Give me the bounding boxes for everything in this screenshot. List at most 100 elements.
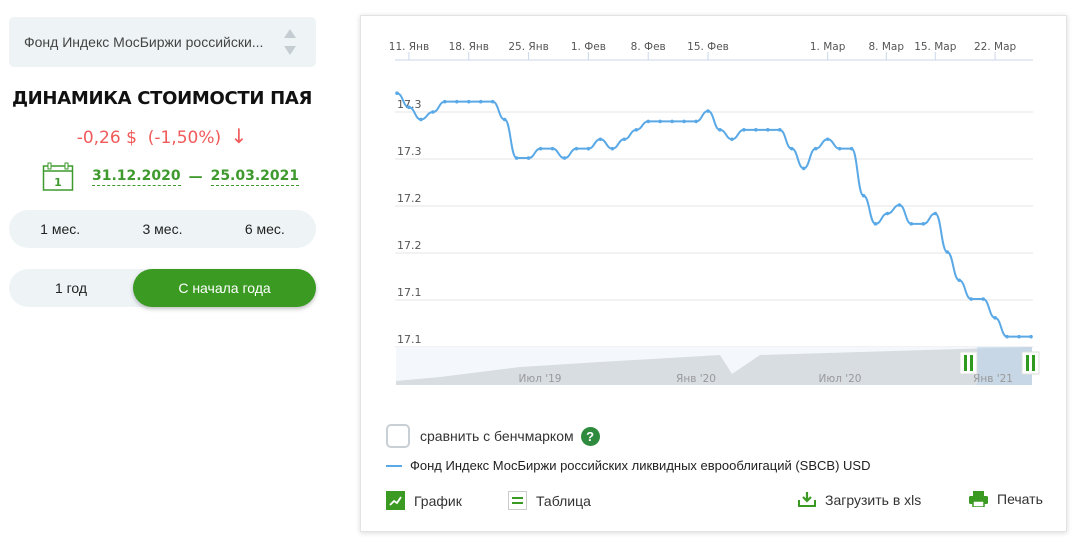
x-tick-label: 15. Мар — [914, 41, 957, 53]
data-point — [514, 156, 519, 160]
data-point — [837, 146, 842, 151]
data-point — [706, 109, 710, 113]
arrow-up-icon[interactable] — [284, 29, 296, 38]
data-point — [849, 146, 854, 151]
data-point — [825, 137, 830, 142]
data-point — [586, 146, 591, 151]
navigator-label: Янв '20 — [676, 373, 716, 385]
date-separator: — — [188, 169, 203, 185]
data-point — [610, 146, 615, 151]
date-to[interactable]: 25.03.2021 — [210, 168, 300, 186]
x-tick-label: 11. Янв — [389, 41, 429, 53]
y-tick-label: 17.2 — [397, 192, 422, 205]
range-1y-button[interactable]: 1 год — [54, 280, 88, 296]
x-tick-label: 18. Янв — [449, 41, 489, 53]
data-point — [431, 110, 435, 114]
data-point — [909, 222, 914, 226]
legend-item[interactable]: Фонд Индекс МосБиржи российских ликвидны… — [386, 458, 870, 473]
y-tick-label: 17.1 — [397, 333, 422, 346]
data-point — [801, 166, 806, 171]
data-point — [777, 128, 782, 132]
page-title: ДИНАМИКА СТОИМОСТИ ПАЯ — [11, 88, 313, 109]
download-xls-button[interactable]: Загрузить в xls — [798, 491, 921, 508]
range-1m-button[interactable]: 1 мес. — [40, 221, 81, 237]
data-point — [813, 146, 818, 151]
data-point — [478, 99, 483, 104]
data-point — [502, 117, 507, 122]
data-point — [730, 137, 734, 142]
arrow-down-icon: ↓ — [230, 124, 248, 148]
data-point — [981, 297, 985, 301]
benchmark-checkbox[interactable] — [386, 424, 410, 448]
data-point — [562, 156, 567, 160]
data-point — [873, 222, 878, 226]
data-point — [1029, 334, 1033, 339]
data-point — [419, 117, 423, 122]
data-point — [694, 119, 698, 124]
data-point — [742, 128, 746, 132]
help-icon[interactable]: ? — [580, 426, 600, 446]
data-point — [574, 146, 579, 151]
data-point — [933, 211, 938, 216]
range-group-1: 1 мес. 3 мес. 6 мес. — [9, 210, 316, 248]
arrow-down-icon[interactable] — [284, 46, 296, 55]
data-point — [538, 146, 543, 151]
data-point — [969, 297, 973, 301]
data-point — [598, 137, 603, 142]
y-tick-label: 17.3 — [397, 145, 422, 158]
x-tick-label: 25. Янв — [508, 41, 548, 53]
date-range: 1 31.12.2020 — 25.03.2021 — [42, 162, 300, 192]
calendar-icon[interactable]: 1 — [42, 162, 74, 192]
navigator-label: Янв '21 — [973, 373, 1013, 385]
legend-line-icon — [386, 464, 402, 467]
y-tick-label: 17.2 — [397, 239, 422, 252]
data-point — [407, 105, 411, 110]
navigator-handle-left[interactable] — [959, 351, 978, 375]
navigator-handle-right[interactable] — [1021, 351, 1040, 375]
benchmark-compare: сравнить с бенчмарком ? — [386, 424, 600, 448]
fund-select[interactable]: Фонд Индекс МосБиржи российски... — [9, 17, 316, 67]
chart-panel — [360, 15, 1067, 532]
data-point — [754, 128, 758, 132]
data-point — [443, 99, 447, 104]
x-tick-label: 1. Мар — [810, 41, 846, 53]
data-point — [885, 211, 890, 216]
print-button[interactable]: Печать — [969, 491, 1043, 507]
data-point — [550, 146, 555, 151]
price-change-text: -0,26 $ (-1,50%) — [76, 128, 222, 148]
data-point — [634, 128, 639, 132]
data-point — [897, 203, 902, 207]
x-tick-label: 1. Фев — [571, 41, 606, 53]
data-point — [682, 119, 686, 124]
data-point — [490, 99, 495, 104]
navigator-label: Июл '20 — [819, 373, 862, 385]
x-tick-label: 15. Фев — [687, 41, 729, 53]
range-ytd-button[interactable]: С начала года — [133, 269, 316, 307]
print-label: Печать — [997, 491, 1043, 507]
table-icon — [508, 491, 527, 510]
data-point — [861, 193, 866, 198]
printer-icon — [969, 491, 988, 507]
download-icon — [798, 491, 816, 508]
data-point — [1017, 334, 1021, 339]
range-6m-button[interactable]: 6 мес. — [244, 221, 285, 237]
price-chart[interactable]: 11. Янв 18. Янв 25. Янв 1. Фев 8. Фев 15. Фев… — [0, 0, 1079, 400]
navigator[interactable]: Июл '19 Янв '20 Июл '20 Янв '21 — [396, 347, 1040, 385]
data-point — [718, 128, 722, 132]
data-point — [455, 99, 459, 104]
date-from[interactable]: 31.12.2020 — [92, 168, 181, 186]
range-group-2: 1 год С начала года — [9, 269, 316, 307]
data-point — [766, 128, 770, 132]
chart-view-button[interactable]: График — [386, 491, 462, 510]
data-point — [1005, 334, 1009, 339]
x-tick-label: 8. Фев — [631, 41, 666, 53]
legend-label: Фонд Индекс МосБиржи российских ликвидны… — [410, 458, 871, 473]
range-3m-button[interactable]: 3 мес. — [142, 221, 183, 237]
price-change: -0,26 $ (-1,50%) ↓ — [0, 124, 324, 148]
table-view-button[interactable]: Таблица — [508, 491, 591, 510]
x-tick-label: 22. Мар — [974, 41, 1017, 53]
table-view-label: Таблица — [536, 492, 591, 509]
navigator-area — [396, 347, 1032, 385]
data-point — [957, 278, 962, 283]
data-point — [921, 222, 926, 226]
